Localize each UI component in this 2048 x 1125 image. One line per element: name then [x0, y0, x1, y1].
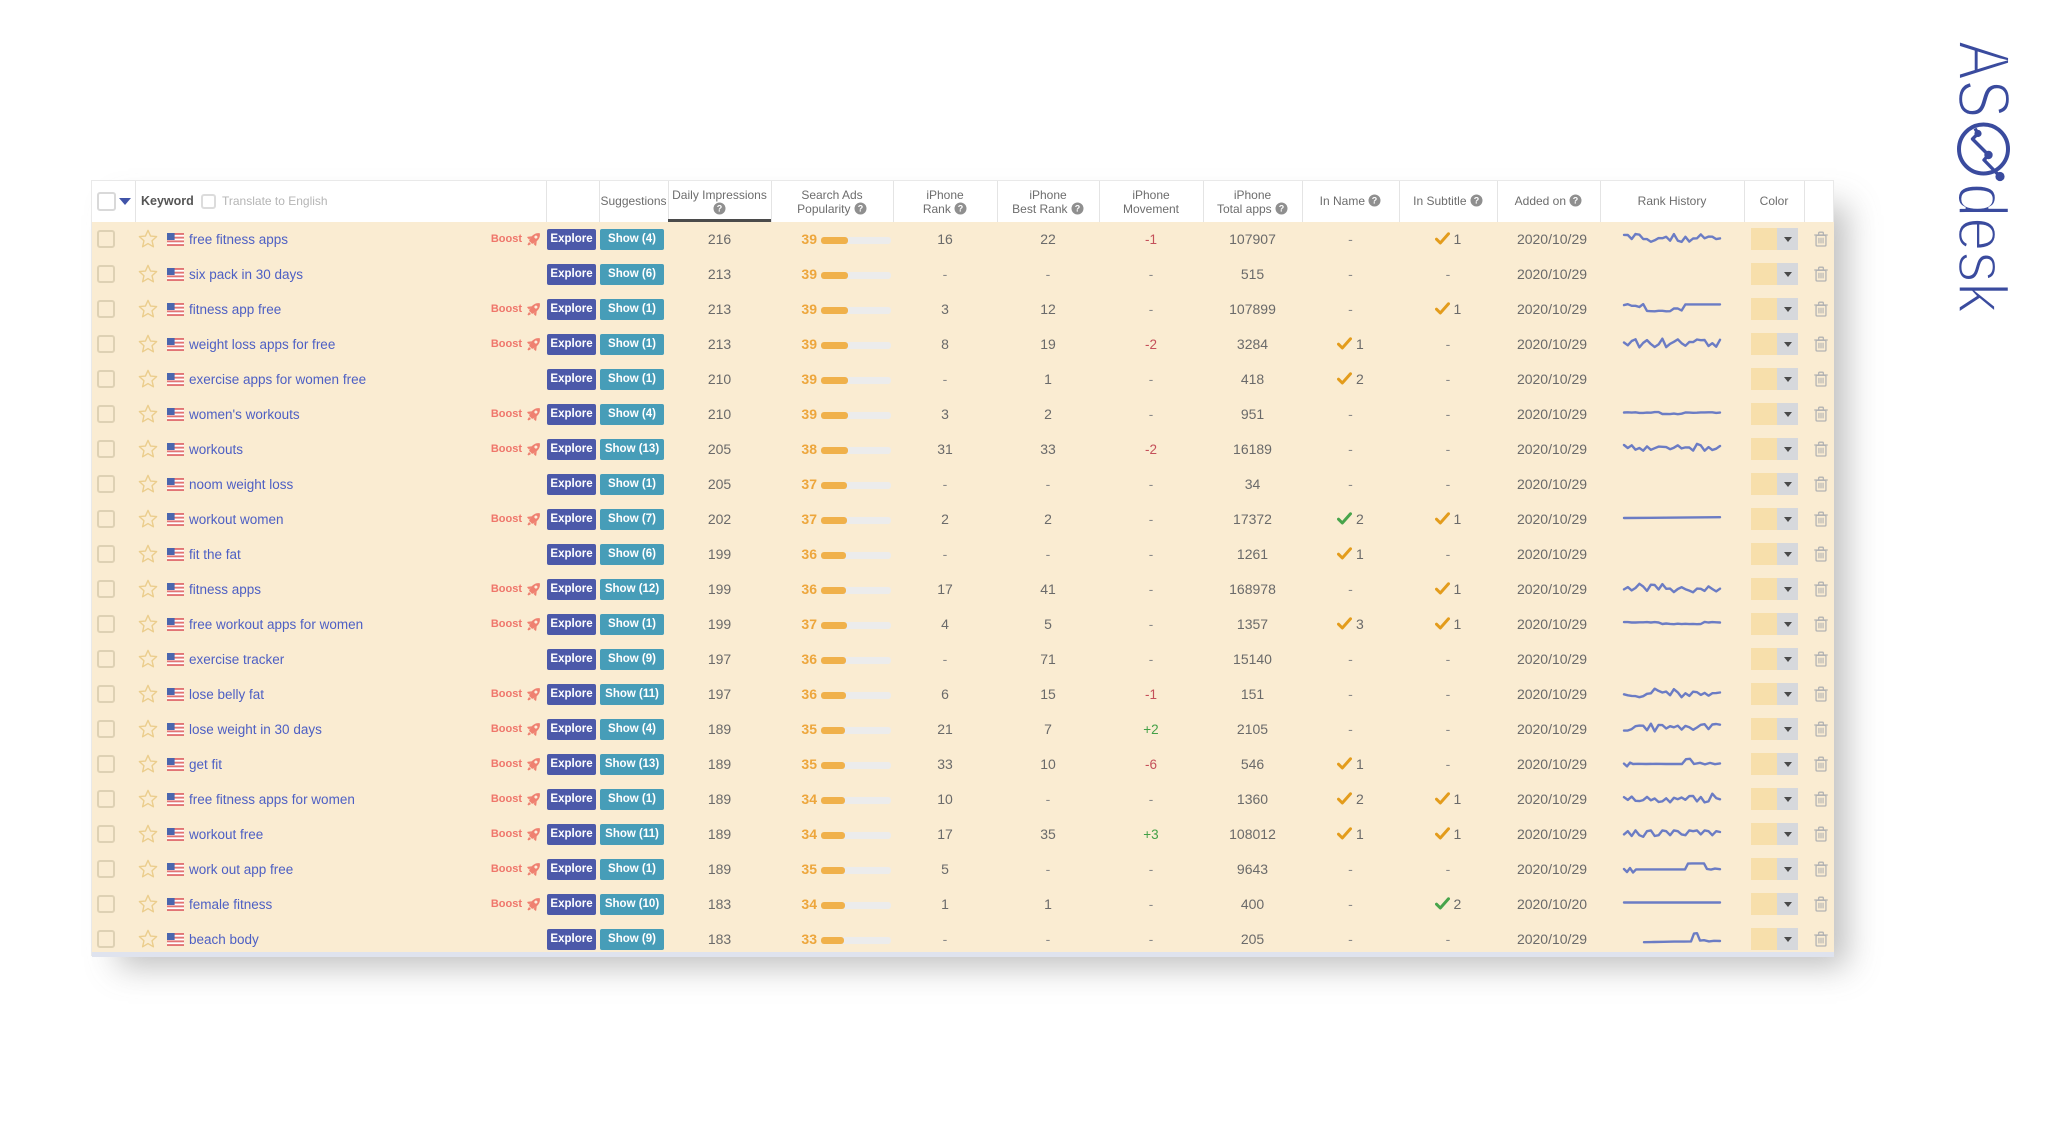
svg-text:desk: desk — [1944, 183, 2022, 314]
svg-text:?: ? — [1573, 195, 1579, 205]
svg-text:?: ? — [1279, 203, 1285, 213]
svg-text:?: ? — [1075, 203, 1081, 213]
svg-text:?: ? — [1474, 195, 1480, 205]
svg-text:?: ? — [717, 203, 723, 213]
svg-text:?: ? — [958, 203, 964, 213]
svg-text:AS: AS — [1943, 41, 2024, 118]
svg-text:?: ? — [1372, 195, 1378, 205]
svg-text:?: ? — [858, 203, 864, 213]
